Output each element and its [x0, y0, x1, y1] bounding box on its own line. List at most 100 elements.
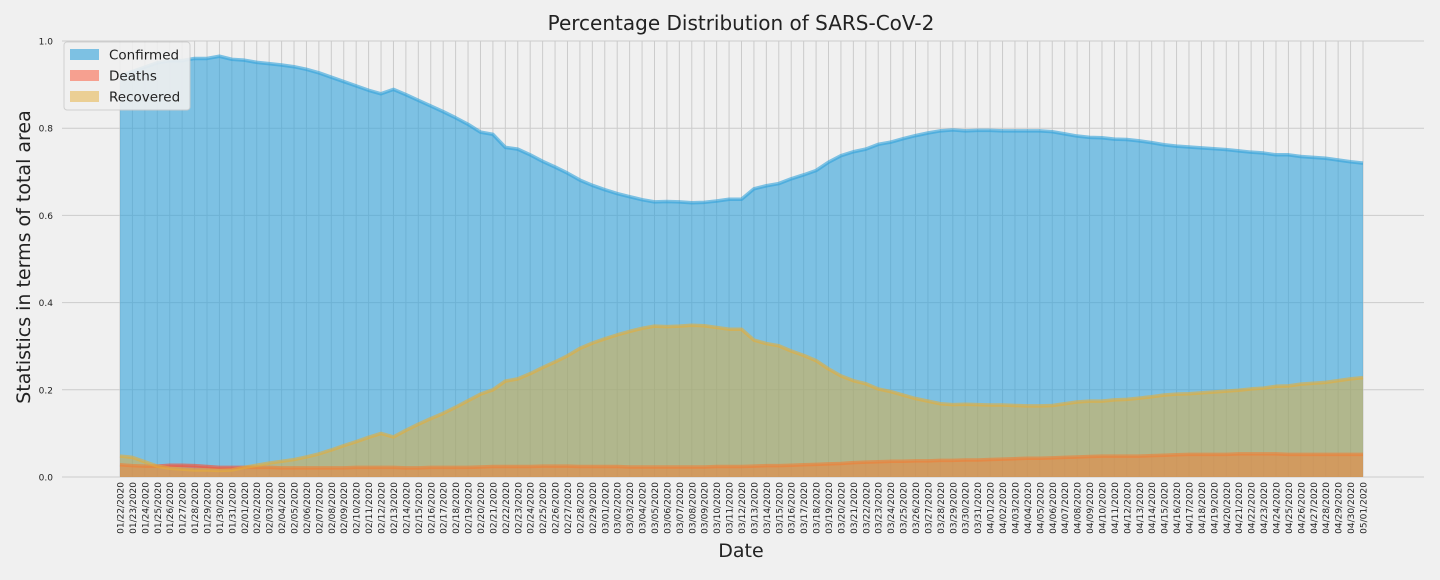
legend-label-recovered: Recovered: [109, 90, 180, 106]
x-tick-label: 02/16/2020: [427, 482, 437, 534]
x-tick-label: 02/02/2020: [253, 482, 263, 534]
x-tick-label: 04/10/2020: [1098, 482, 1108, 534]
x-tick-label: 03/30/2020: [962, 482, 972, 534]
x-tick-label: 04/18/2020: [1198, 482, 1208, 534]
x-tick-label: 03/03/2020: [626, 482, 636, 534]
x-tick-label: 02/13/2020: [390, 482, 400, 534]
x-tick-label: 01/26/2020: [166, 482, 176, 534]
x-tick-label: 02/17/2020: [440, 482, 450, 534]
x-tick-label: 04/17/2020: [1185, 482, 1195, 534]
x-tick-label: 02/01/2020: [241, 482, 251, 534]
x-tick-label: 03/22/2020: [862, 482, 872, 534]
x-tick-label: 03/18/2020: [813, 482, 823, 534]
x-tick-label: 03/26/2020: [912, 482, 922, 534]
x-tick-label: 03/16/2020: [788, 482, 798, 534]
x-tick-label: 04/25/2020: [1285, 482, 1295, 534]
x-tick-label: 04/05/2020: [1036, 482, 1046, 534]
x-tick-label: 03/08/2020: [688, 482, 698, 534]
x-tick-label: 03/06/2020: [663, 482, 673, 534]
x-tick-label: 03/07/2020: [676, 482, 686, 534]
x-tick-label: 04/11/2020: [1111, 482, 1121, 534]
x-tick-label: 03/15/2020: [775, 482, 785, 534]
x-tick-label: 04/20/2020: [1223, 482, 1233, 534]
x-tick-label: 02/20/2020: [477, 482, 487, 534]
x-tick-label: 04/23/2020: [1260, 482, 1270, 534]
x-tick-label: 03/24/2020: [887, 482, 897, 534]
x-tick-label: 04/08/2020: [1074, 482, 1084, 534]
x-tick-label: 03/11/2020: [726, 482, 736, 534]
x-tick-label: 03/01/2020: [601, 482, 611, 534]
x-tick-label: 03/09/2020: [701, 482, 711, 534]
x-tick-label: 01/31/2020: [228, 482, 238, 534]
x-tick-label: 04/21/2020: [1235, 482, 1245, 534]
x-tick-label: 02/05/2020: [291, 482, 301, 534]
x-tick-label: 02/06/2020: [303, 482, 313, 534]
x-tick-label: 03/20/2020: [837, 482, 847, 534]
y-axis: 0.0 0.2 0.4 0.6 0.8 1.0: [39, 38, 54, 484]
x-tick-label: 02/29/2020: [589, 482, 599, 534]
x-tick-label: 03/28/2020: [937, 482, 947, 534]
x-tick-label: 04/07/2020: [1061, 482, 1071, 534]
x-tick-label: 04/15/2020: [1161, 482, 1171, 534]
x-tick-label: 02/15/2020: [415, 482, 425, 534]
x-tick-label: 03/17/2020: [800, 482, 810, 534]
x-tick-label: 02/07/2020: [315, 482, 325, 534]
x-tick-label: 02/08/2020: [328, 482, 338, 534]
x-tick-label: 02/19/2020: [465, 482, 475, 534]
area-line-confirmed: [119, 54, 1364, 205]
y-tick-label: 0.8: [39, 125, 54, 135]
legend-item-confirmed: Confirmed: [70, 48, 179, 64]
x-tick-label: 02/03/2020: [266, 482, 276, 534]
y-axis-label: Statistics in terms of total area: [13, 110, 35, 404]
x-tick-label: 05/01/2020: [1360, 482, 1370, 534]
x-tick-label: 03/31/2020: [974, 482, 984, 534]
x-tick-label: 02/26/2020: [552, 482, 562, 534]
y-tick-label: 1.0: [39, 38, 54, 48]
x-tick-label: 03/12/2020: [738, 482, 748, 534]
x-tick-label: 02/24/2020: [527, 482, 537, 534]
x-tick-label: 04/13/2020: [1136, 482, 1146, 534]
x-tick-label: 04/04/2020: [1024, 482, 1034, 534]
x-tick-label: 03/25/2020: [900, 482, 910, 534]
x-tick-label: 04/19/2020: [1210, 482, 1220, 534]
x-tick-label: 03/27/2020: [924, 482, 934, 534]
x-tick-label: 03/21/2020: [850, 482, 860, 534]
legend-swatch-recovered: [70, 91, 99, 102]
x-tick-label: 02/21/2020: [489, 482, 499, 534]
x-tick-label: 04/03/2020: [1011, 482, 1021, 534]
area-line-recovered: [119, 323, 1364, 473]
x-tick-label: 04/16/2020: [1173, 482, 1183, 534]
x-tick-label: 03/10/2020: [713, 482, 723, 534]
legend-swatch-deaths: [70, 70, 99, 81]
x-tick-label: 02/09/2020: [340, 482, 350, 534]
y-tick-label: 0.0: [39, 474, 54, 484]
x-tick-label: 03/05/2020: [651, 482, 661, 534]
x-tick-label: 01/25/2020: [154, 482, 164, 534]
y-tick-label: 0.6: [39, 212, 54, 222]
x-tick-label: 02/23/2020: [514, 482, 524, 534]
legend-item-recovered: Recovered: [70, 90, 180, 106]
x-tick-label: 03/13/2020: [750, 482, 760, 534]
legend-label-deaths: Deaths: [109, 69, 157, 85]
x-tick-label: 04/14/2020: [1148, 482, 1158, 534]
x-tick-label: 02/18/2020: [452, 482, 462, 534]
x-tick-label: 04/22/2020: [1248, 482, 1258, 534]
x-tick-label: 02/11/2020: [365, 482, 375, 534]
x-tick-label: 04/28/2020: [1322, 482, 1332, 534]
x-tick-label: 02/28/2020: [576, 482, 586, 534]
x-tick-label: 04/30/2020: [1347, 482, 1357, 534]
x-tick-label: 01/23/2020: [129, 482, 139, 534]
x-tick-label: 01/28/2020: [191, 482, 201, 534]
x-tick-label: 04/29/2020: [1335, 482, 1345, 534]
x-tick-label: 02/10/2020: [353, 482, 363, 534]
y-tick-label: 0.4: [39, 299, 54, 309]
x-tick-label: 02/04/2020: [278, 482, 288, 534]
x-tick-label: 03/02/2020: [614, 482, 624, 534]
x-tick-label: 04/24/2020: [1272, 482, 1282, 534]
x-tick-label: 02/14/2020: [402, 482, 412, 534]
area-fill-recovered: [120, 325, 1363, 477]
area-fill-confirmed: [120, 56, 1363, 477]
x-axis: 01/22/2020 01/23/2020 01/24/2020 01/25/2020…: [117, 482, 1370, 534]
